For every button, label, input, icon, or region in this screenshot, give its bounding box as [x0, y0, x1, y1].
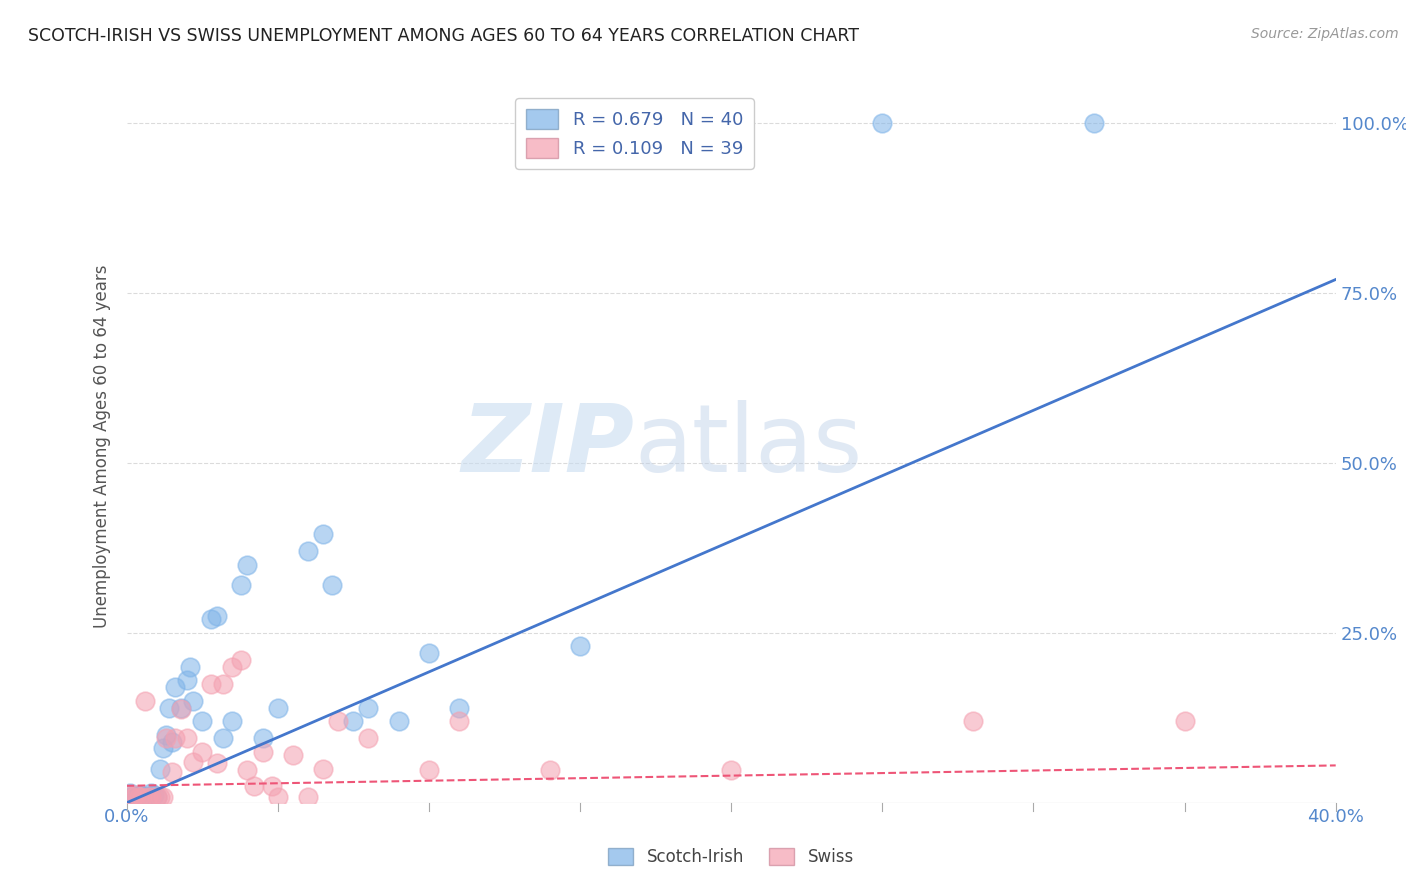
- Point: [176, 731, 198, 746]
- Point: [326, 714, 350, 729]
- Point: [312, 527, 335, 541]
- Point: [170, 702, 193, 716]
- Point: [200, 612, 222, 626]
- Point: [160, 734, 183, 748]
- Point: [124, 790, 146, 805]
- Point: [163, 731, 186, 746]
- Point: [205, 756, 228, 771]
- Point: [267, 790, 290, 805]
- Point: [124, 788, 146, 802]
- Point: [139, 786, 162, 800]
- Point: [212, 731, 235, 746]
- Point: [118, 786, 141, 800]
- Text: atlas: atlas: [634, 400, 863, 492]
- Point: [231, 578, 253, 592]
- Point: [1083, 116, 1105, 130]
- Point: [170, 700, 193, 714]
- Point: [121, 790, 143, 805]
- Point: [418, 763, 440, 777]
- Point: [267, 700, 290, 714]
- Point: [200, 677, 222, 691]
- Point: [136, 790, 159, 805]
- Point: [1173, 714, 1195, 729]
- Point: [160, 765, 183, 780]
- Point: [357, 700, 380, 714]
- Point: [720, 763, 742, 777]
- Point: [297, 790, 319, 805]
- Point: [447, 700, 470, 714]
- Point: [155, 728, 177, 742]
- Point: [260, 779, 283, 793]
- Point: [146, 790, 169, 805]
- Point: [447, 714, 470, 729]
- Point: [357, 731, 380, 746]
- Point: [181, 755, 204, 769]
- Point: [205, 608, 228, 623]
- Point: [388, 714, 411, 729]
- Point: [131, 790, 153, 805]
- Point: [163, 680, 186, 694]
- Point: [281, 748, 304, 763]
- Point: [146, 790, 169, 805]
- Point: [321, 578, 343, 592]
- Point: [128, 790, 150, 805]
- Point: [152, 790, 174, 805]
- Text: Source: ZipAtlas.com: Source: ZipAtlas.com: [1251, 27, 1399, 41]
- Point: [179, 660, 201, 674]
- Point: [221, 714, 243, 729]
- Point: [872, 116, 894, 130]
- Point: [191, 745, 214, 759]
- Point: [157, 700, 180, 714]
- Point: [252, 731, 274, 746]
- Point: [134, 790, 156, 805]
- Point: [236, 558, 259, 572]
- Point: [139, 790, 162, 805]
- Point: [181, 694, 204, 708]
- Point: [418, 646, 440, 660]
- Point: [212, 677, 235, 691]
- Point: [191, 714, 214, 729]
- Point: [176, 673, 198, 688]
- Text: SCOTCH-IRISH VS SWISS UNEMPLOYMENT AMONG AGES 60 TO 64 YEARS CORRELATION CHART: SCOTCH-IRISH VS SWISS UNEMPLOYMENT AMONG…: [28, 27, 859, 45]
- Point: [131, 789, 153, 803]
- Point: [568, 640, 592, 654]
- Point: [149, 790, 172, 805]
- Point: [221, 660, 243, 674]
- Point: [236, 763, 259, 777]
- Point: [149, 762, 172, 776]
- Point: [242, 779, 264, 793]
- Point: [231, 653, 253, 667]
- Y-axis label: Unemployment Among Ages 60 to 64 years: Unemployment Among Ages 60 to 64 years: [93, 264, 111, 628]
- Point: [312, 762, 335, 776]
- Point: [297, 544, 319, 558]
- Text: ZIP: ZIP: [461, 400, 634, 492]
- Point: [121, 789, 143, 803]
- Point: [142, 788, 165, 802]
- Point: [538, 763, 561, 777]
- Point: [152, 741, 174, 756]
- Point: [118, 789, 141, 803]
- Point: [342, 714, 364, 729]
- Legend: Scotch-Irish, Swiss: Scotch-Irish, Swiss: [602, 841, 860, 873]
- Point: [128, 788, 150, 802]
- Point: [252, 745, 274, 759]
- Point: [136, 789, 159, 803]
- Point: [155, 731, 177, 746]
- Point: [134, 694, 156, 708]
- Point: [962, 714, 984, 729]
